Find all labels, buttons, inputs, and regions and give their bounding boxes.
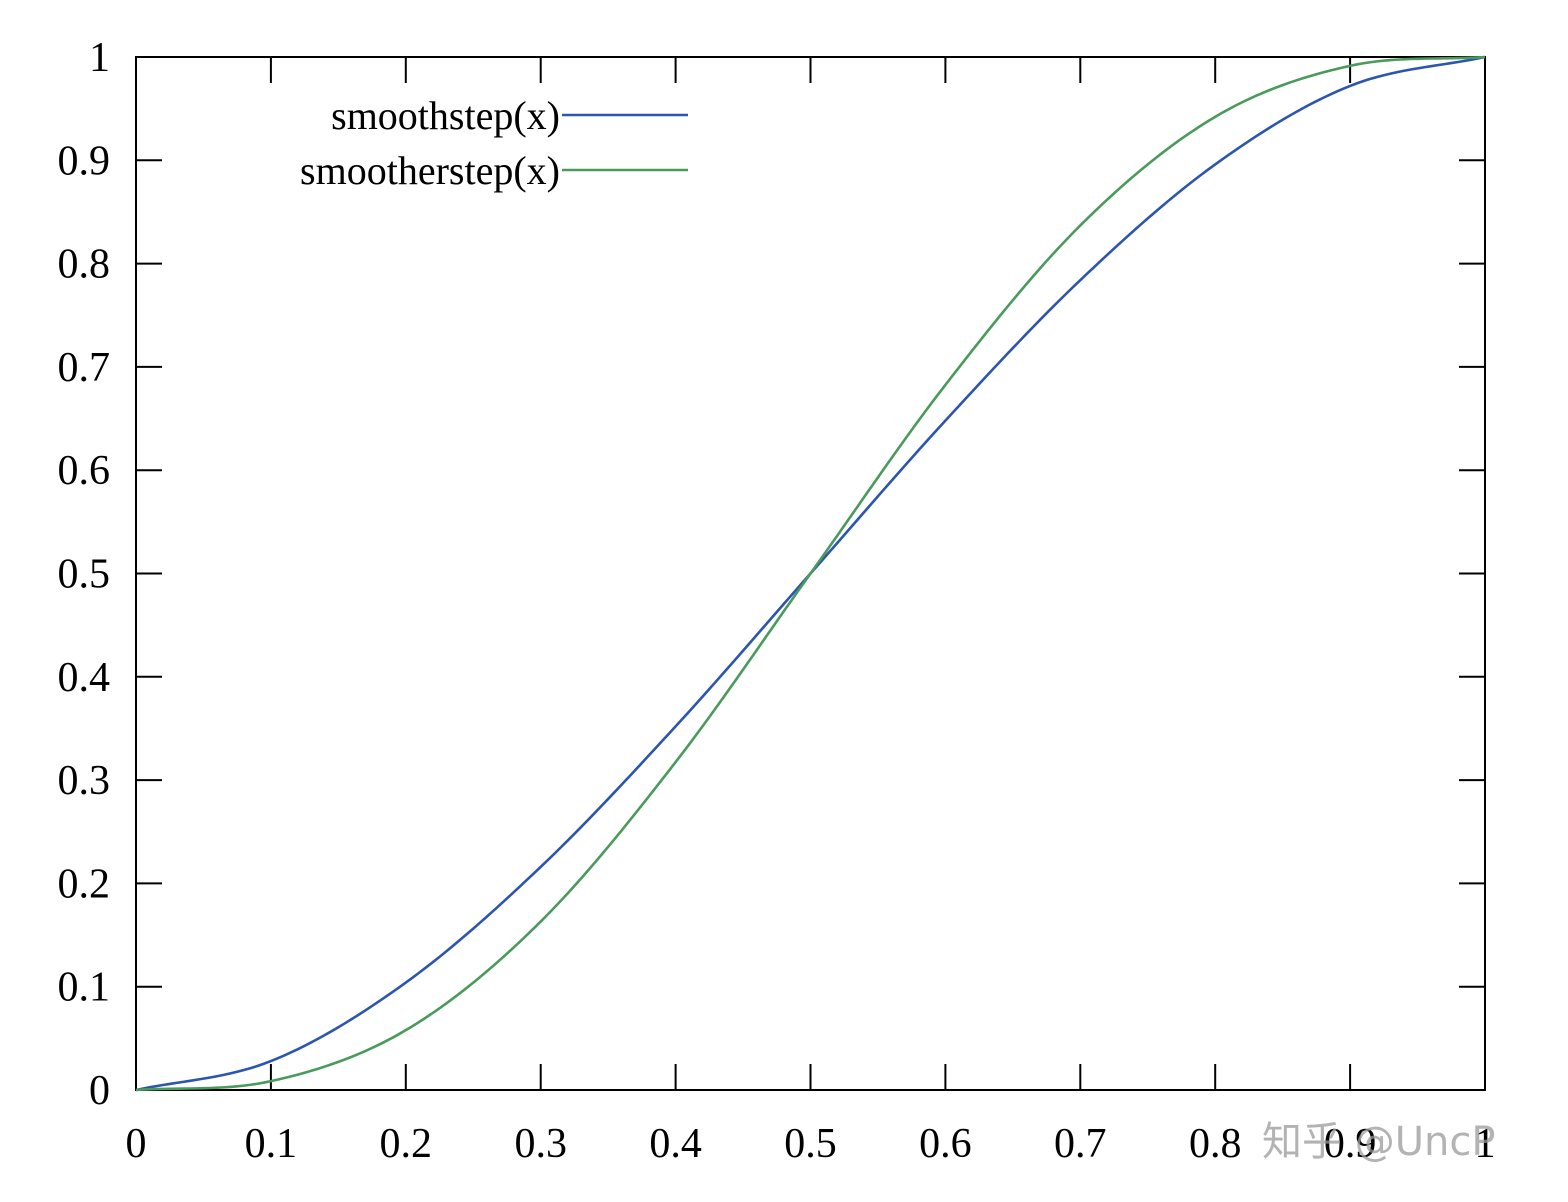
legend: smoothstep(x) smootherstep(x) bbox=[300, 93, 688, 193]
y-tick-label: 0.4 bbox=[58, 655, 111, 701]
x-tick-label: 0 bbox=[126, 1121, 147, 1167]
y-tick-label: 0.8 bbox=[58, 242, 111, 288]
y-tick-label: 0.5 bbox=[58, 552, 111, 598]
legend-label: smootherstep(x) bbox=[300, 148, 560, 193]
x-axis-ticks: 0 0.1 0.2 0.3 0.4 0.5 0.6 0.7 0.8 0.9 1 bbox=[126, 57, 1496, 1167]
y-tick-label: 0.1 bbox=[58, 965, 111, 1011]
x-tick-label: 0.7 bbox=[1054, 1121, 1107, 1167]
x-tick-label: 0.5 bbox=[784, 1121, 837, 1167]
series-layer bbox=[135, 55, 1486, 1092]
y-tick-label: 0.9 bbox=[58, 138, 111, 184]
y-axis-ticks: 0 0.1 0.2 0.3 0.4 0.5 0.6 0.7 0.8 0.9 1 bbox=[58, 35, 1485, 1114]
watermark: 知乎 @UncP bbox=[1262, 1119, 1495, 1165]
legend-label: smoothstep(x) bbox=[331, 93, 560, 138]
y-tick-label: 0 bbox=[89, 1068, 110, 1114]
x-tick-label: 0.3 bbox=[514, 1121, 567, 1167]
series-line-2 bbox=[135, 55, 1486, 1092]
x-tick-label: 0.4 bbox=[649, 1121, 702, 1167]
y-tick-label: 1 bbox=[89, 35, 110, 81]
y-tick-label: 0.2 bbox=[58, 861, 111, 907]
plot-frame bbox=[135, 56, 1486, 1091]
y-tick-label: 0.6 bbox=[58, 448, 111, 494]
x-tick-label: 0.6 bbox=[919, 1121, 972, 1167]
x-tick-label: 0.8 bbox=[1189, 1121, 1242, 1167]
x-tick-label: 1 bbox=[1475, 1121, 1496, 1167]
x-tick-label: 0.1 bbox=[245, 1121, 298, 1167]
y-tick-label: 0.3 bbox=[58, 758, 111, 804]
y-tick-label: 0.7 bbox=[58, 345, 111, 391]
x-tick-label: 0.2 bbox=[380, 1121, 433, 1167]
x-tick-label: 0.9 bbox=[1324, 1121, 1377, 1167]
